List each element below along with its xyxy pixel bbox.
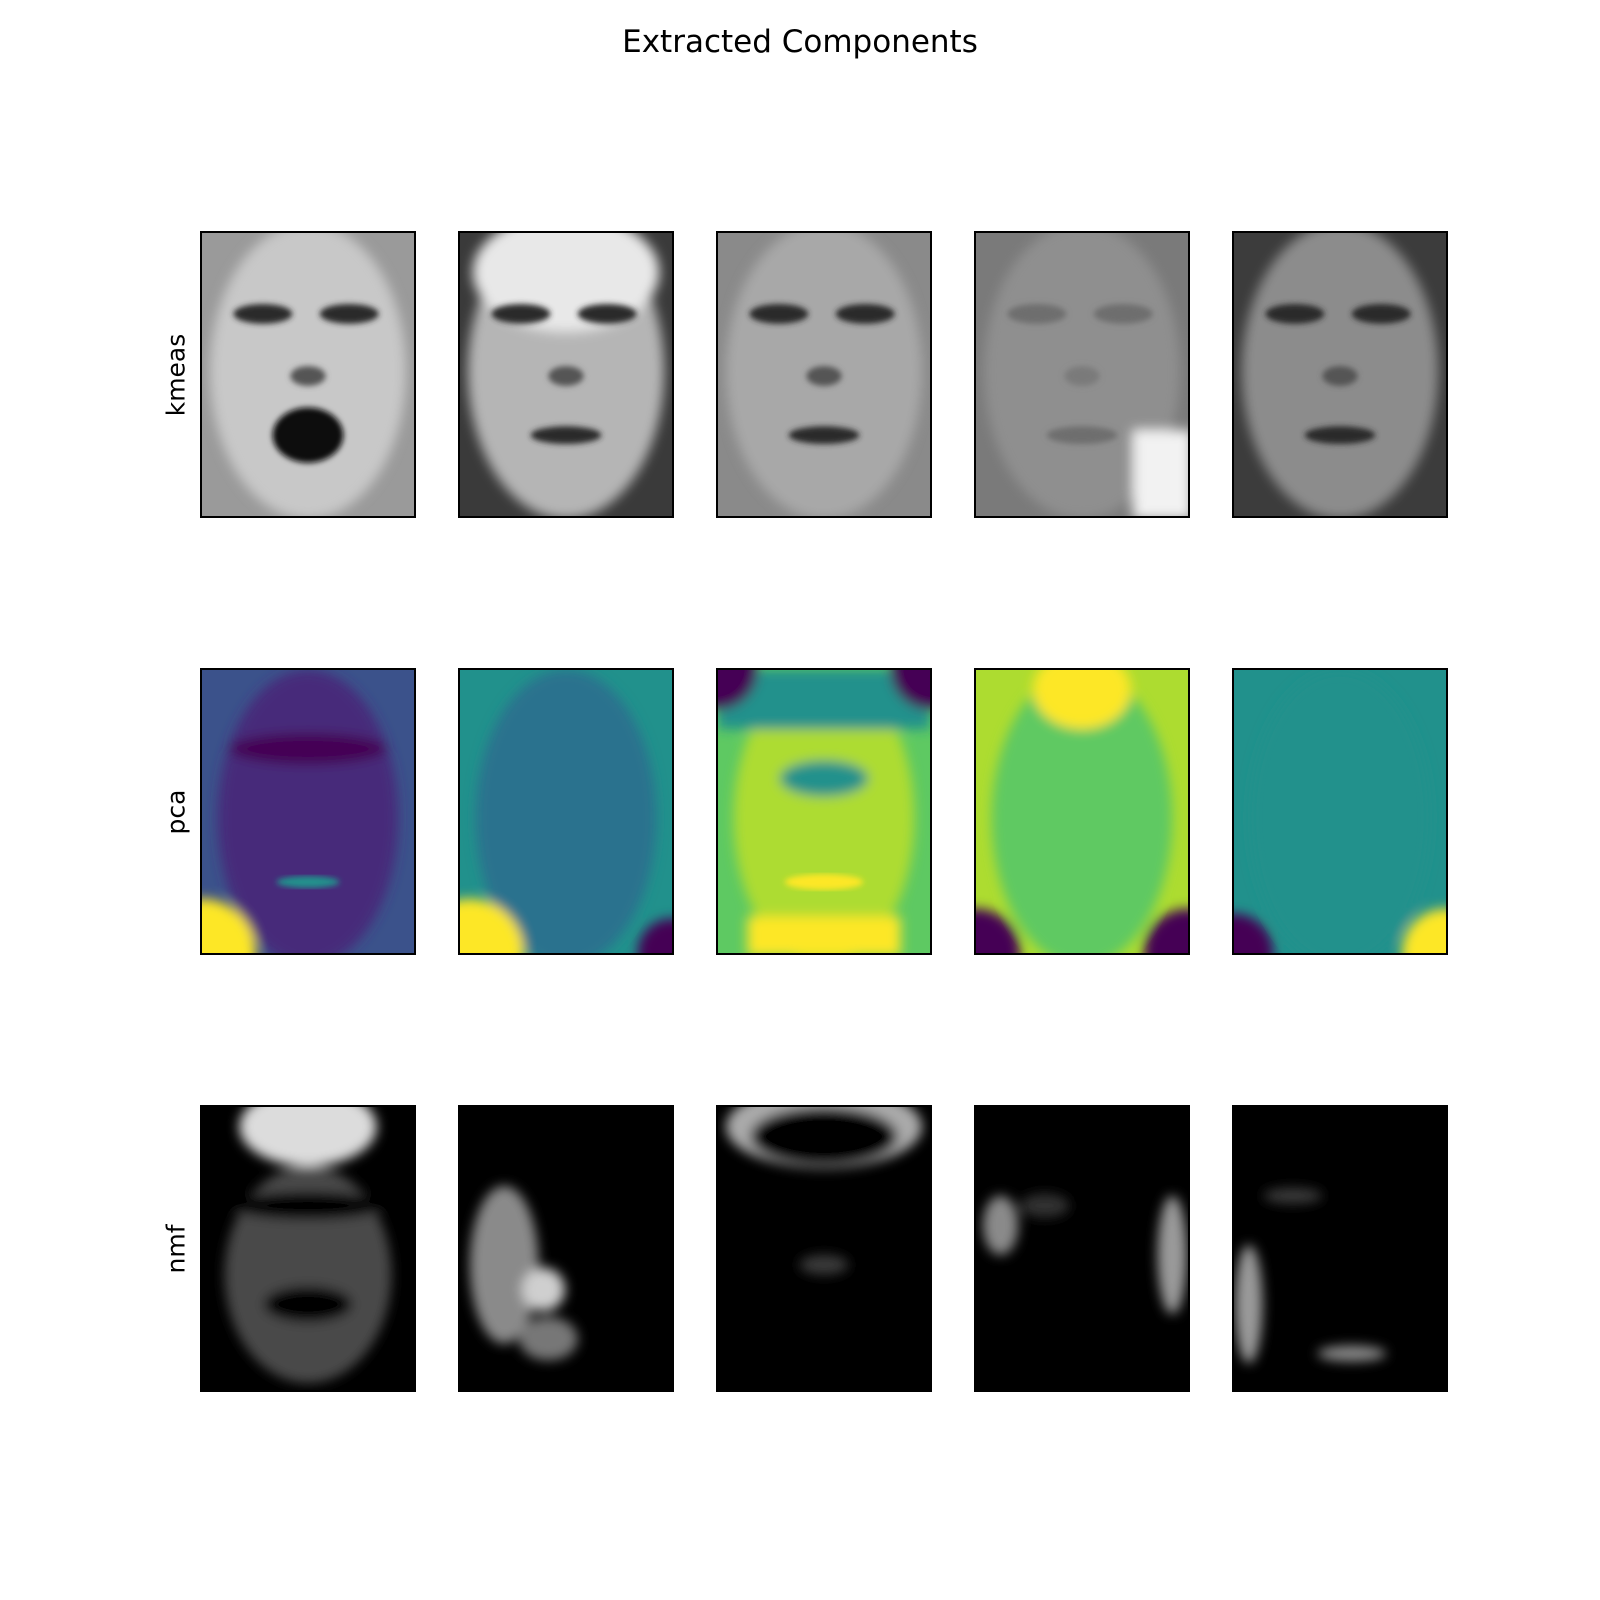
component-image-2-2: [458, 668, 674, 955]
component-image-3-3: [716, 1105, 932, 1392]
component-image-3-4: [974, 1105, 1190, 1392]
component-image-3-1: [200, 1105, 416, 1392]
component-image-3-5: [1232, 1105, 1448, 1392]
component-image-1-3: [716, 231, 932, 518]
row-label-nmf: nmf: [161, 1224, 191, 1273]
component-image-2-5: [1232, 668, 1448, 955]
component-image-1-1: [200, 231, 416, 518]
component-image-2-4: [974, 668, 1190, 955]
component-image-1-4: [974, 231, 1190, 518]
row-label-kmeas: kmeas: [161, 333, 191, 416]
component-image-3-2: [458, 1105, 674, 1392]
component-image-1-2: [458, 231, 674, 518]
component-image-2-3: [716, 668, 932, 955]
figure-title: Extracted Components: [622, 24, 978, 60]
component-image-2-1: [200, 668, 416, 955]
row-label-pca: pca: [161, 789, 191, 834]
component-image-1-5: [1232, 231, 1448, 518]
